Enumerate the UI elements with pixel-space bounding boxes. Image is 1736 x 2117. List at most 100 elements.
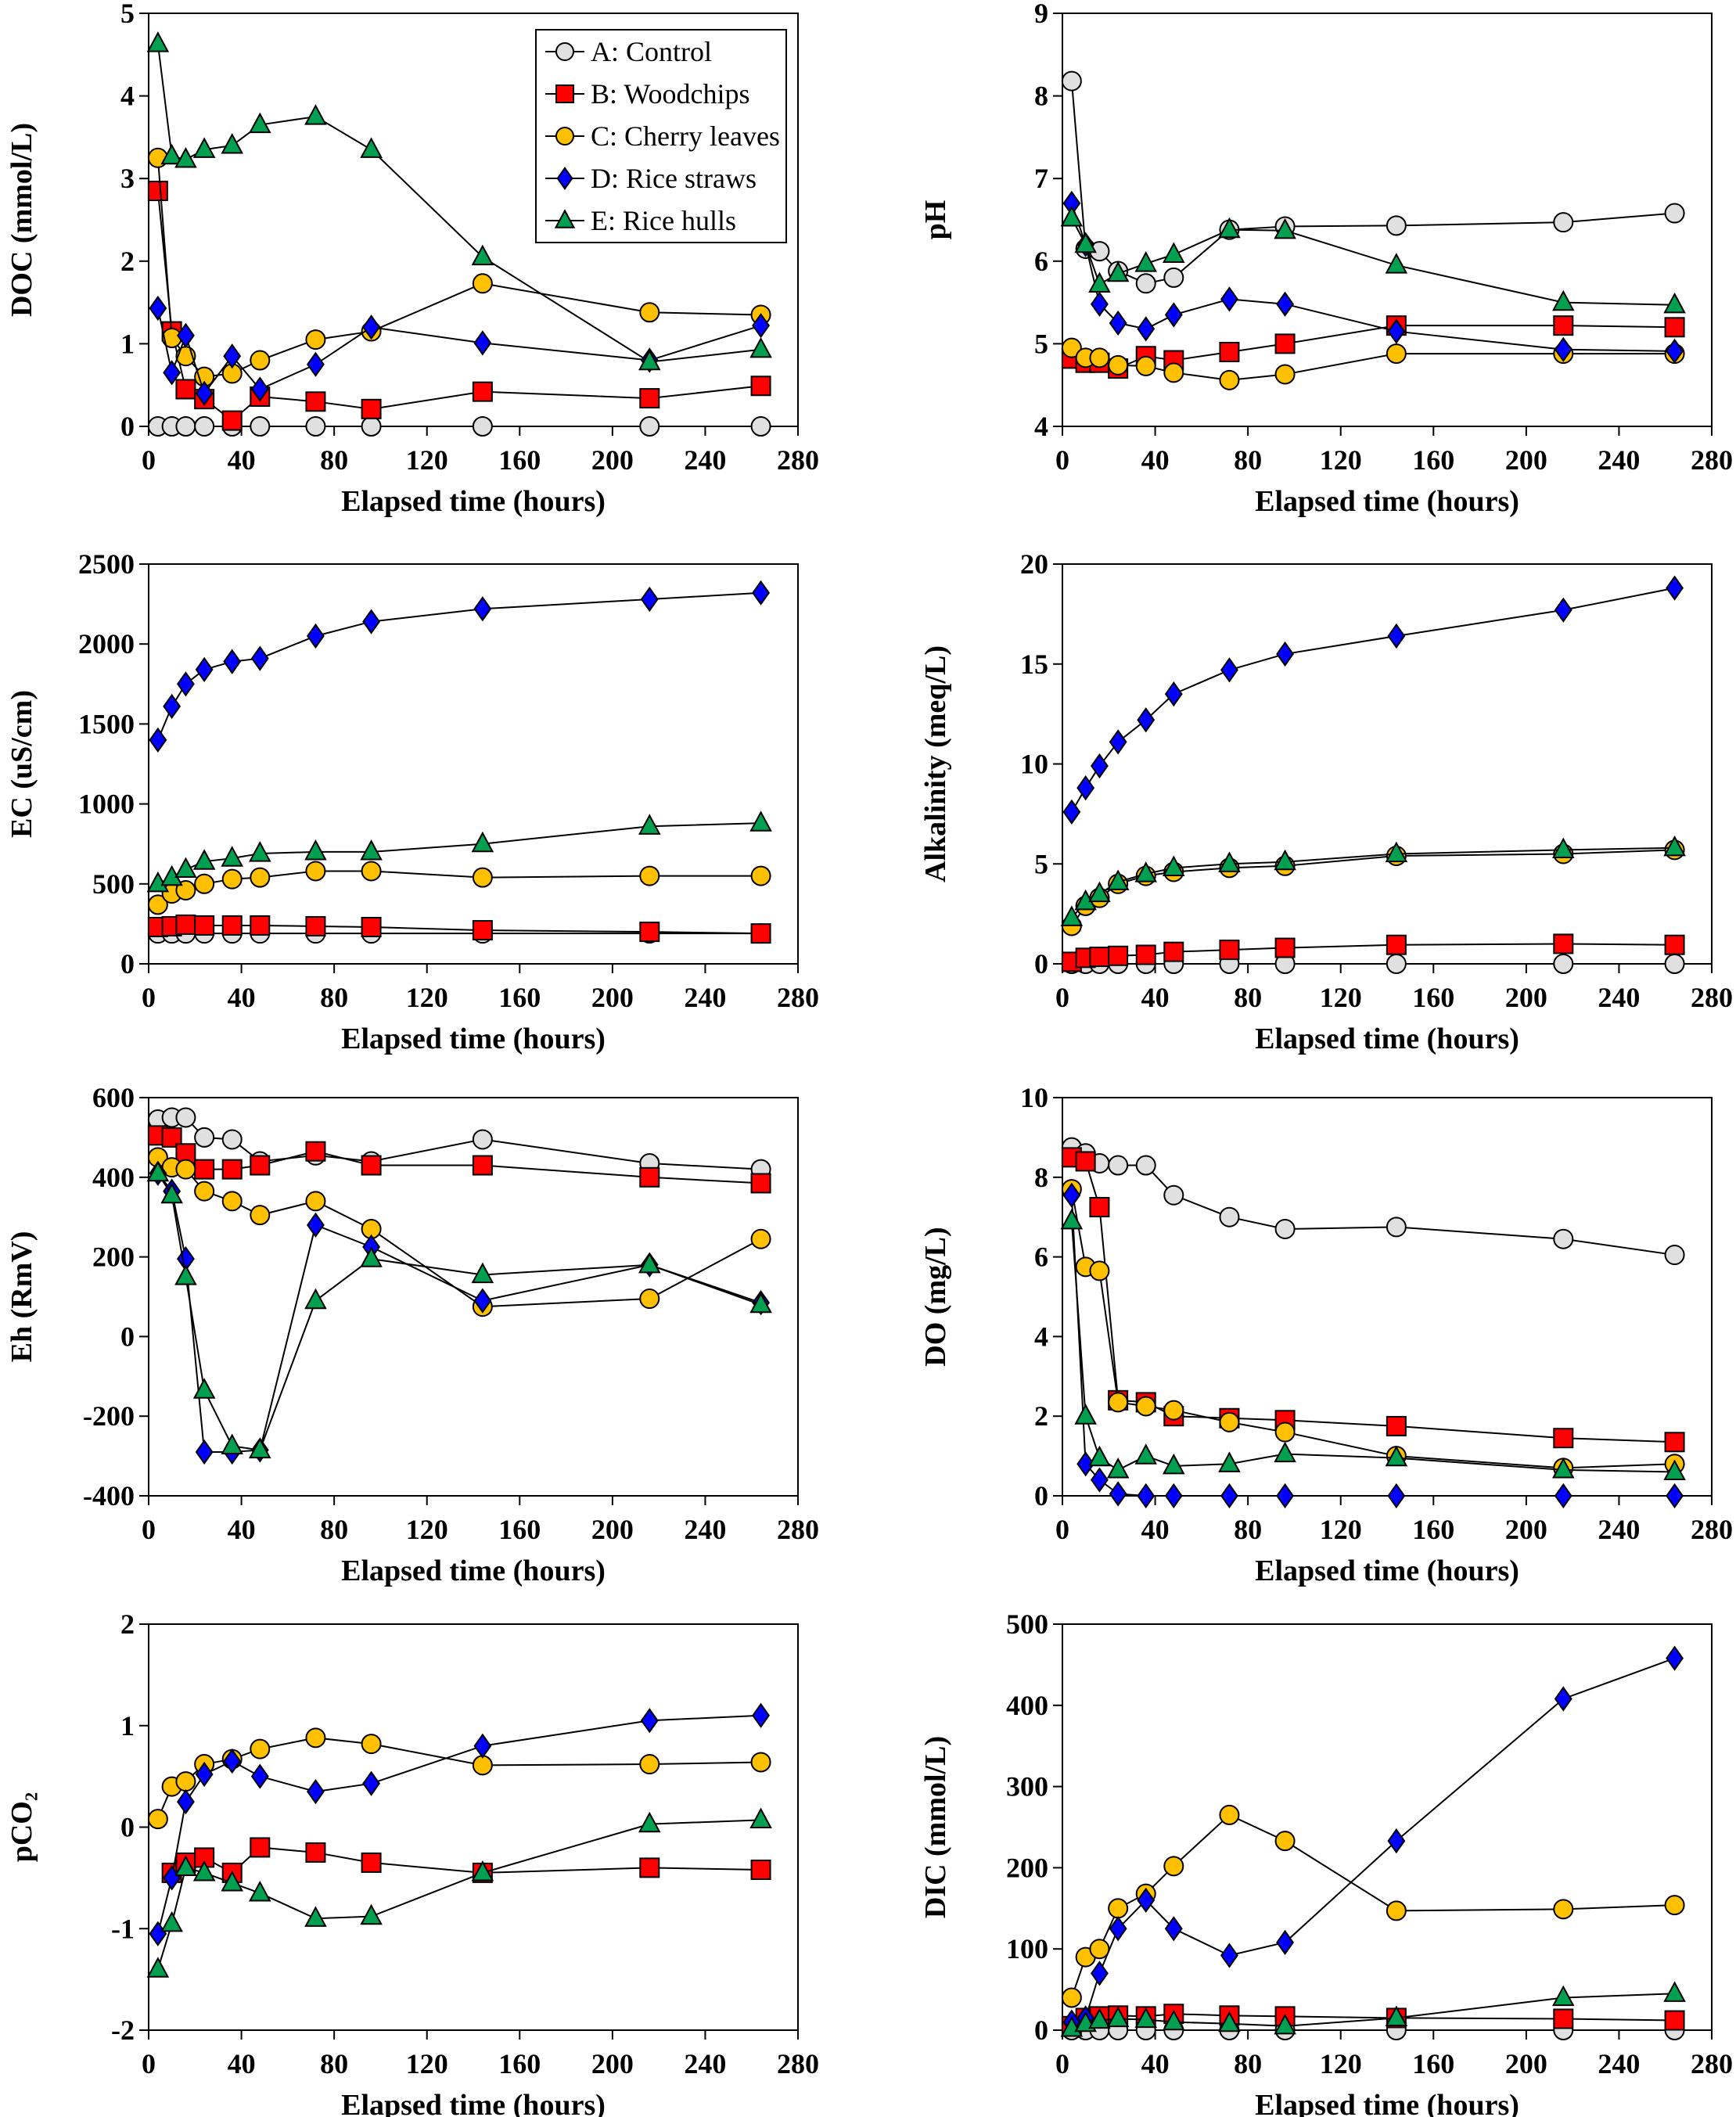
data-point (1664, 934, 1685, 955)
data-point (1386, 343, 1407, 365)
y-tick-label: 15 (1020, 649, 1048, 680)
y-tick-label: 5 (120, 0, 135, 29)
x-tick-label: 200 (1505, 1514, 1547, 1545)
series-line (156, 591, 761, 741)
series-C (1061, 839, 1685, 936)
data-point (1274, 1441, 1296, 1463)
data-point (250, 1155, 271, 1176)
y-tick-label: 0 (120, 411, 135, 442)
data-point (1089, 1196, 1110, 1217)
y-tick-label: 100 (1006, 1933, 1048, 1964)
y-tick-label: 6 (1034, 246, 1048, 277)
plot-frame (148, 1097, 799, 1497)
y-axis-label: DOC (mmol/L) (5, 123, 38, 317)
y-tick-label: 6 (1034, 1242, 1048, 1273)
data-point (1137, 707, 1156, 733)
y-tick-label: 1 (120, 328, 135, 359)
data-point (1219, 940, 1240, 961)
x-tick-label: 80 (1234, 2048, 1262, 2079)
x-tick-label: 120 (1320, 1514, 1362, 1545)
data-point (1554, 1483, 1572, 1509)
data-point (1385, 1445, 1408, 1467)
data-point (1091, 1467, 1109, 1493)
data-point (1387, 1483, 1406, 1509)
data-point (1089, 347, 1110, 368)
data-point (1386, 1217, 1407, 1238)
data-point (640, 1708, 659, 1734)
data-point (361, 1155, 382, 1176)
x-tick-label: 80 (320, 2048, 348, 2079)
data-point (1274, 1831, 1296, 1852)
data-point (1163, 242, 1185, 263)
series-line (1070, 1813, 1675, 1998)
data-point (750, 416, 771, 437)
x-tick-label: 240 (1598, 1514, 1640, 1545)
data-point (174, 147, 197, 168)
data-point (750, 865, 771, 886)
x-tick-label: 120 (406, 2048, 448, 2079)
y-axis-label: DIC (mmol/L) (919, 1736, 952, 1918)
y-tick-label: 5 (1034, 328, 1048, 359)
x-tick-label: 240 (1598, 444, 1640, 476)
y-tick-label: 400 (92, 1162, 135, 1193)
data-point (1553, 1899, 1574, 1920)
data-point (1076, 1451, 1095, 1477)
x-tick-label: 120 (406, 444, 448, 476)
x-tick-label: 280 (777, 982, 819, 1013)
y-tick-label: -400 (83, 1480, 135, 1511)
data-point (1274, 364, 1296, 385)
data-point (1553, 933, 1574, 954)
data-point (250, 1205, 271, 1226)
data-point (1554, 597, 1572, 623)
series-D (149, 1702, 770, 1946)
series-line (157, 822, 761, 885)
data-point (471, 831, 494, 853)
x-tick-label: 40 (1141, 2048, 1170, 2079)
data-point (1553, 954, 1574, 974)
series-line (157, 923, 761, 935)
data-point (177, 671, 195, 697)
series-line (1071, 1156, 1675, 1443)
x-tick-label: 120 (1320, 444, 1362, 476)
x-tick-label: 280 (1691, 2048, 1733, 2079)
data-point (223, 1749, 242, 1774)
x-tick-label: 120 (406, 1514, 448, 1545)
y-axis-label: Alkalinity (meq/L) (919, 645, 952, 882)
data-point (472, 1755, 493, 1776)
data-point (1666, 338, 1684, 365)
x-tick-label: 0 (142, 1514, 156, 1545)
data-point (1106, 261, 1130, 282)
x-tick-label: 240 (1598, 982, 1640, 1013)
y-tick-label: 0 (120, 948, 135, 979)
data-point (1109, 1916, 1127, 1942)
data-point (194, 416, 215, 437)
data-point (360, 1246, 383, 1267)
data-point (472, 273, 493, 294)
x-tick-label: 0 (1055, 982, 1069, 1013)
data-point (175, 416, 196, 437)
series-B (1061, 933, 1685, 972)
x-tick-label: 120 (1320, 982, 1362, 1013)
data-point (195, 1761, 214, 1788)
series-line (157, 1156, 762, 1308)
data-point (1276, 291, 1294, 317)
series-B (147, 914, 771, 944)
data-point (749, 1807, 772, 1829)
data-point (221, 1870, 243, 1892)
series-line (156, 1819, 761, 1970)
data-point (1664, 2010, 1685, 2031)
data-point (639, 1289, 660, 1310)
data-point (1274, 937, 1296, 958)
y-tick-label: 2500 (78, 548, 135, 580)
data-point (194, 1159, 215, 1180)
data-point (1164, 1483, 1183, 1509)
y-tick-label: 4 (1034, 411, 1048, 442)
data-point (749, 1292, 772, 1314)
data-point (1108, 354, 1129, 376)
data-point (1134, 861, 1157, 882)
data-point (1108, 945, 1129, 966)
y-tick-label: 10 (1020, 1082, 1048, 1113)
series-E (146, 1160, 772, 1459)
